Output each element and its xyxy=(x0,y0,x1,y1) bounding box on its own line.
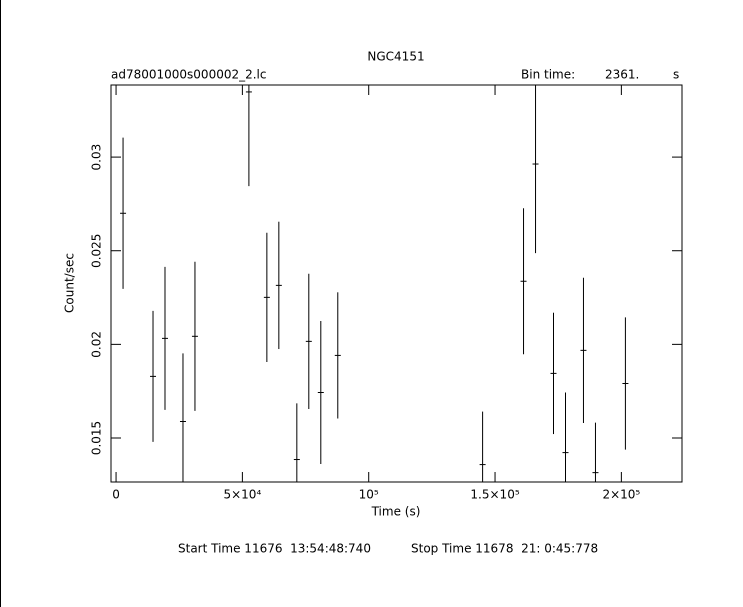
x-tick-label: 0 xyxy=(112,488,120,502)
y-tick-label: 0.015 xyxy=(90,421,104,455)
bin-time-label: Bin time: xyxy=(521,68,575,82)
chart-title: NGC4151 xyxy=(367,50,424,64)
bin-time: 2361. xyxy=(605,68,639,82)
stop-time: Stop Time 11678 21: 0:45:778 xyxy=(411,542,598,556)
x-tick-label: 5×10⁴ xyxy=(223,488,261,502)
y-axis-label: Count/sec xyxy=(63,253,77,313)
plot-area xyxy=(120,85,629,482)
x-tick-label: 1.5×10⁵ xyxy=(470,488,519,502)
plot-frame xyxy=(110,84,683,483)
x-tick-label: 10⁵ xyxy=(359,488,379,502)
y-tick-label: 0.03 xyxy=(90,144,104,171)
x-axis-label: Time (s) xyxy=(371,505,421,519)
bin-time-unit: s xyxy=(673,68,679,82)
x-tick-label: 2×10⁵ xyxy=(602,488,640,502)
start-time: Start Time 11676 13:54:48:740 xyxy=(178,542,371,556)
y-tick-label: 0.025 xyxy=(90,234,104,268)
file-name: ad78001000s000002_2.lc xyxy=(111,68,267,82)
y-tick-label: 0.02 xyxy=(90,331,104,358)
